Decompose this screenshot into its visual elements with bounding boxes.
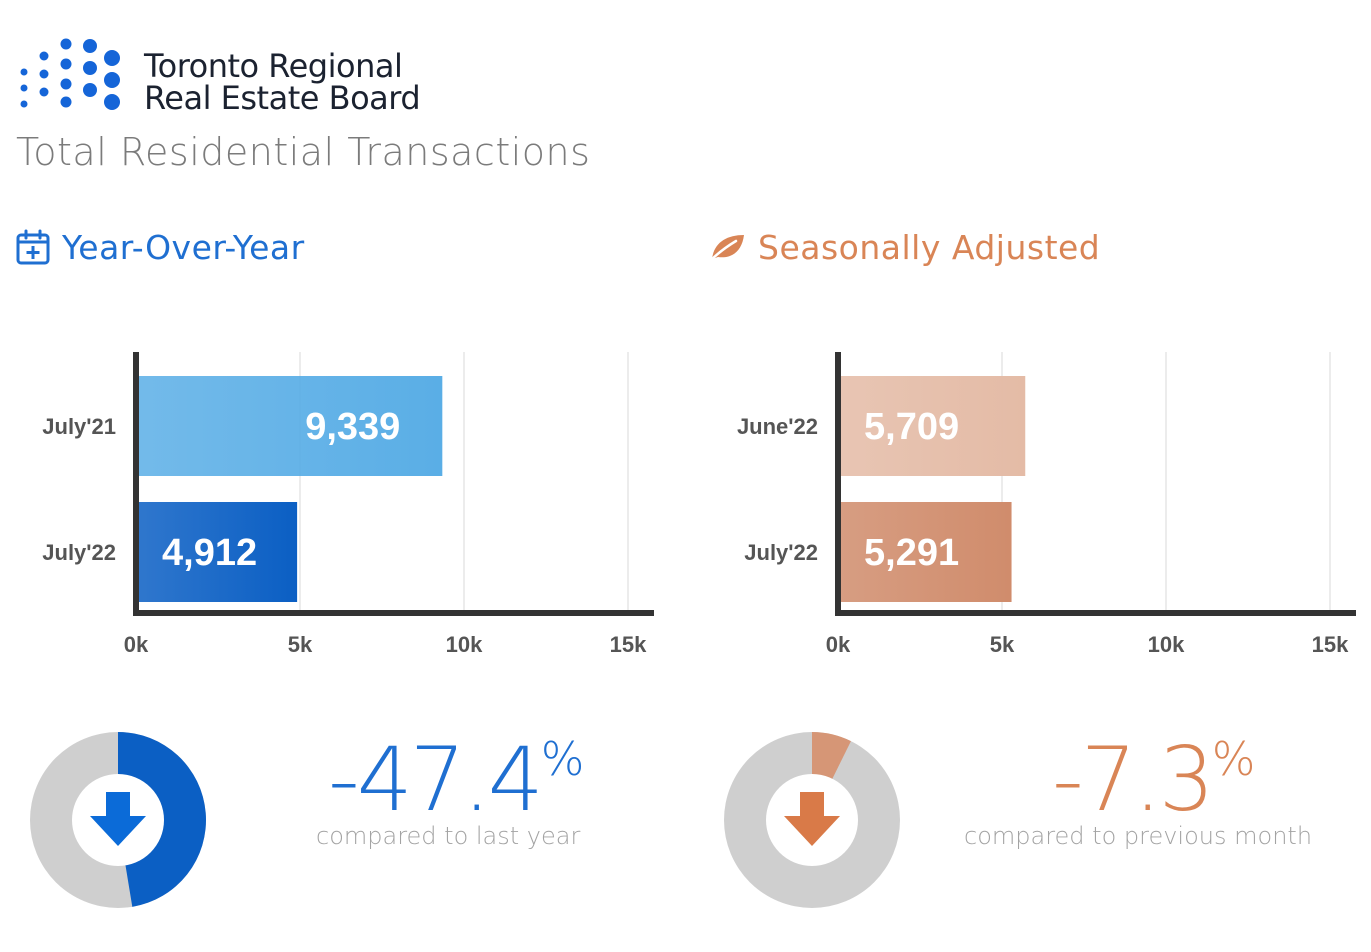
- down-arrow-icon: [784, 792, 840, 846]
- logo-dot: [104, 50, 120, 66]
- bar-chart-yoy-svg: 0k 5k 10k 15k July'21 9,339 July'22 4,912: [42, 352, 654, 657]
- stat-value-sa: -7.3: [1052, 728, 1215, 831]
- category-label: July'22: [744, 540, 818, 565]
- logo-dots-icon: [20, 38, 120, 110]
- logo-dot: [20, 68, 28, 76]
- stat-caption-yoy: compared to last year: [316, 822, 581, 850]
- x-tick-label: 0k: [826, 632, 851, 657]
- bar-1: [136, 502, 298, 602]
- stat-value-yoy: -47.4: [328, 728, 544, 831]
- donut-sa: [724, 732, 900, 908]
- calendar-plus-icon: [16, 229, 50, 265]
- logo-dot: [104, 72, 120, 88]
- logo-dot: [83, 61, 97, 75]
- brand-name: Toronto Regional Real Estate Board: [144, 47, 421, 117]
- x-tick-label: 5k: [990, 632, 1015, 657]
- logo-dot: [83, 83, 97, 97]
- stat-percent-sa: -7.3%: [1052, 728, 1255, 831]
- section-header-yoy: Year-Over-Year: [16, 222, 305, 272]
- x-tick-label: 10k: [1148, 632, 1185, 657]
- bar-chart-sa: 0k 5k 10k 15k June'22 5,709 July'22 5,291: [702, 340, 1362, 670]
- logo-dot: [104, 94, 120, 110]
- logo-dot: [39, 87, 49, 97]
- section-header-sa: Seasonally Adjusted: [708, 222, 1100, 272]
- logo-dot: [60, 96, 72, 108]
- category-label: July'22: [42, 540, 116, 565]
- logo-dot: [60, 38, 72, 50]
- logo-dot: [39, 69, 49, 79]
- donut-yoy: [30, 732, 207, 908]
- bar-0: [838, 376, 1026, 476]
- logo-dot: [83, 39, 97, 53]
- value-label: 5,291: [864, 532, 959, 574]
- stat-percent-yoy: -47.4%: [328, 728, 584, 831]
- category-label: June'22: [737, 414, 818, 439]
- x-tick-label: 5k: [288, 632, 313, 657]
- trreb-logo: Toronto Regional Real Estate Board: [14, 26, 474, 122]
- down-arrow-icon: [90, 792, 146, 846]
- page-title: Total Residential Transactions: [16, 130, 591, 174]
- stat-unit-sa: %: [1211, 732, 1256, 786]
- stat-caption-sa: compared to previous month: [964, 822, 1313, 850]
- value-label: 9,339: [305, 406, 400, 448]
- brand-name-line2: Real Estate Board: [144, 79, 421, 117]
- category-label: July'21: [42, 414, 116, 439]
- x-tick-label: 15k: [610, 632, 647, 657]
- value-label: 5,709: [864, 406, 959, 448]
- x-tick-label: 10k: [446, 632, 483, 657]
- bar-chart-sa-svg: 0k 5k 10k 15k June'22 5,709 July'22 5,291: [737, 352, 1356, 657]
- bar-chart-yoy: 0k 5k 10k 15k July'21 9,339 July'22 4,912: [0, 340, 660, 670]
- logo-dot: [20, 84, 28, 92]
- logo-dot: [60, 78, 72, 90]
- logo-dot: [60, 58, 72, 70]
- logo-dot: [39, 51, 49, 61]
- bar-1: [838, 502, 1012, 602]
- value-label: 4,912: [162, 532, 257, 574]
- x-tick-label: 15k: [1312, 632, 1349, 657]
- leaf-icon: [708, 235, 744, 263]
- brand-name-line1: Toronto Regional: [144, 47, 403, 85]
- section-title-yoy: Year-Over-Year: [62, 227, 305, 267]
- section-title-sa: Seasonally Adjusted: [758, 227, 1101, 267]
- stat-unit-yoy: %: [540, 732, 585, 786]
- logo-dot: [20, 100, 28, 108]
- x-tick-label: 0k: [124, 632, 149, 657]
- bar-0: [136, 376, 443, 476]
